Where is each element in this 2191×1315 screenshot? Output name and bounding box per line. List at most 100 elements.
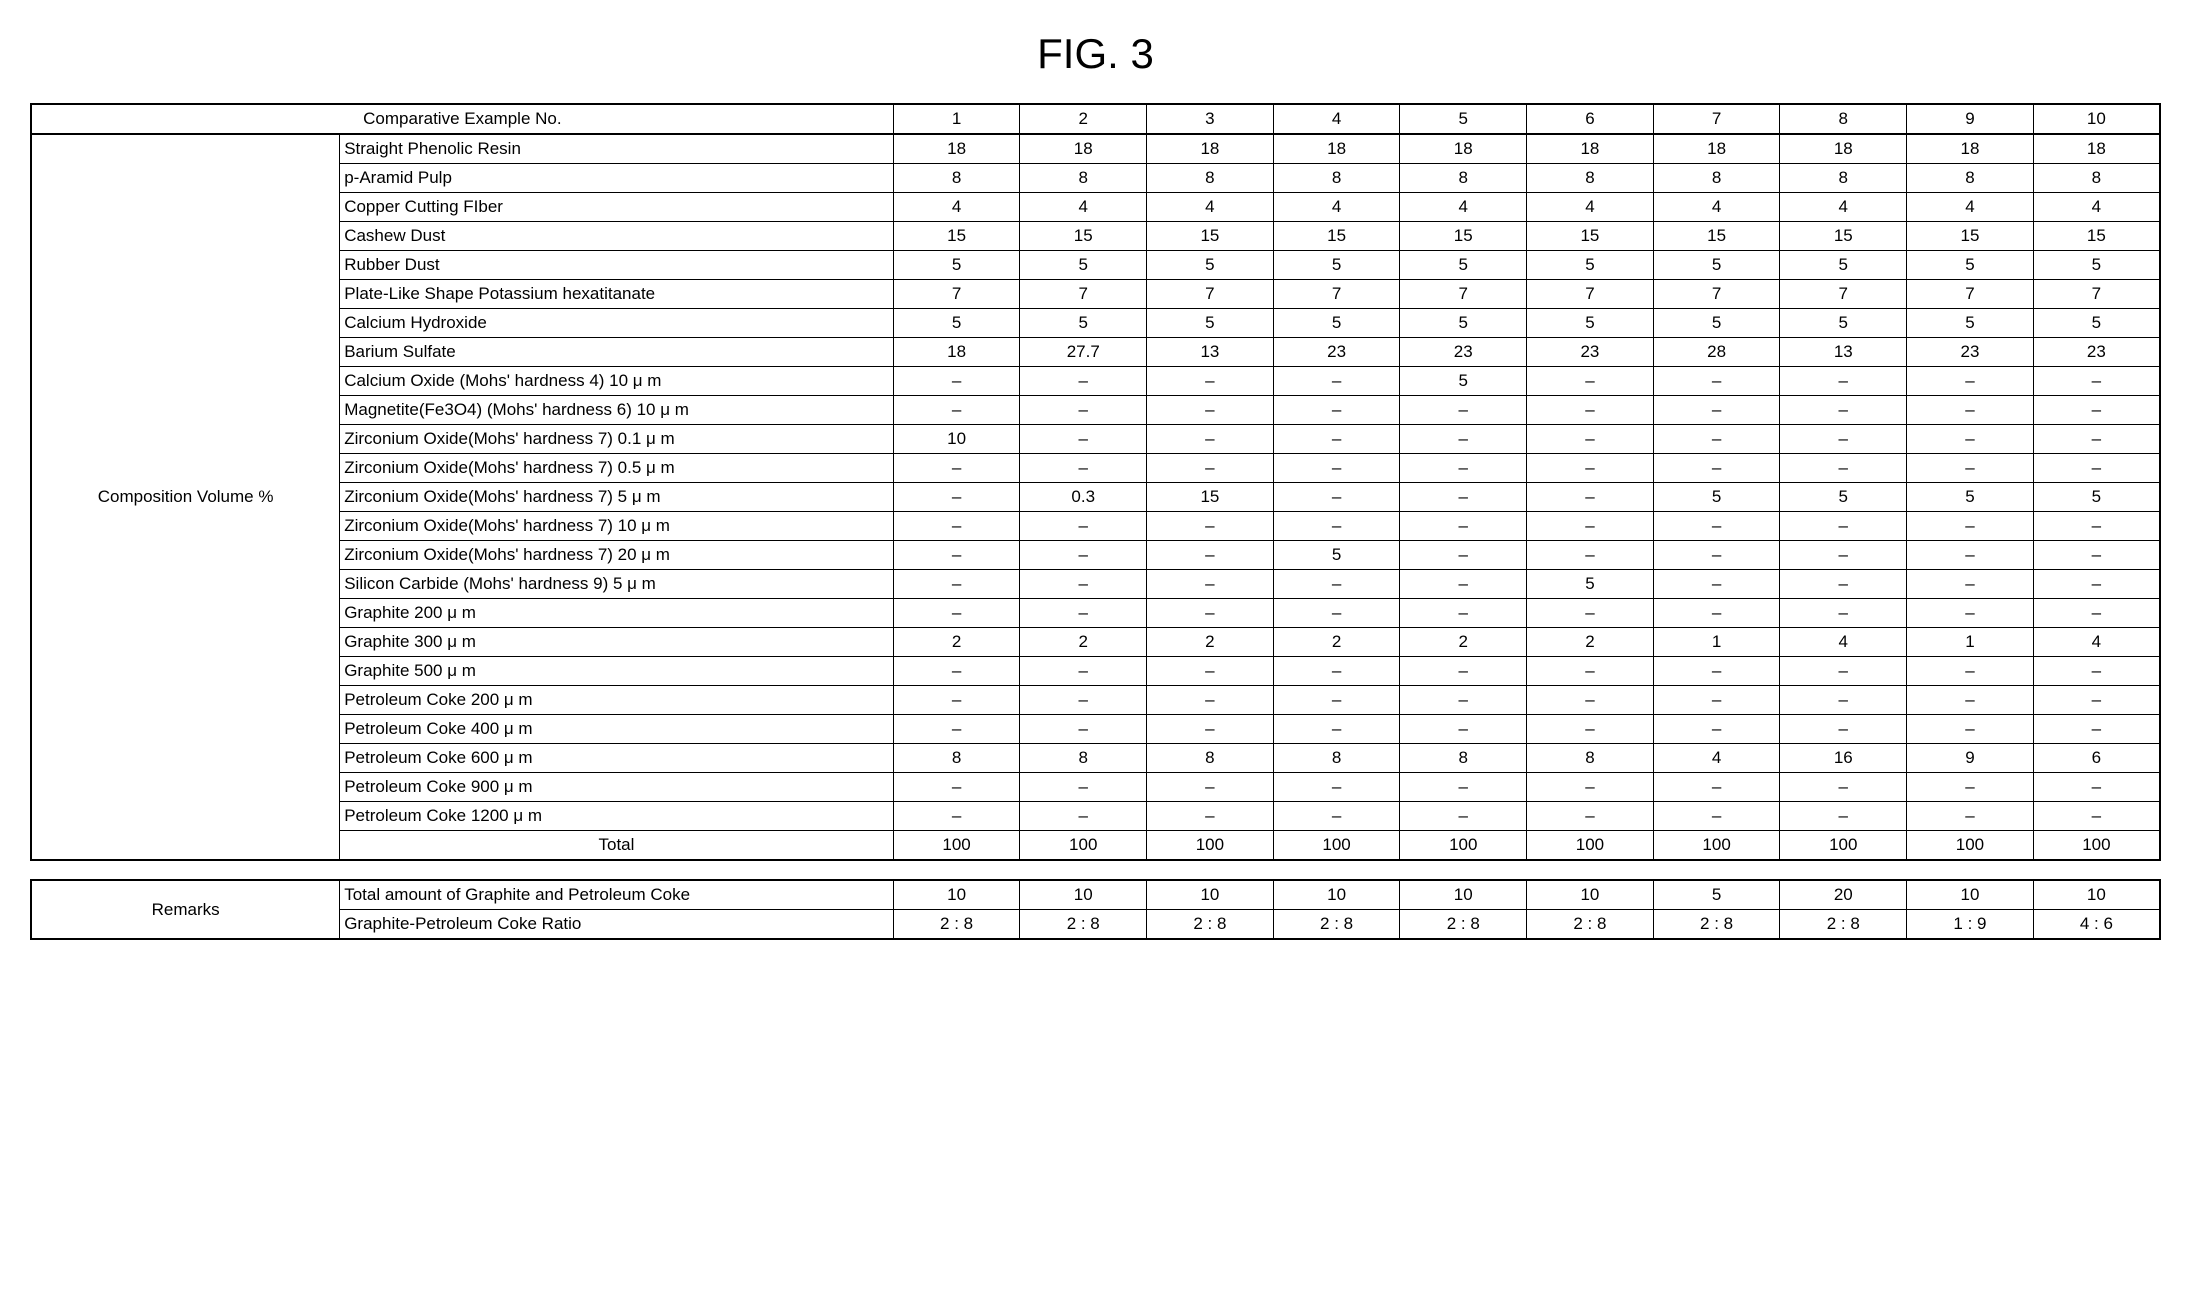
table-cell: – bbox=[1527, 483, 1654, 512]
table-cell: 4 bbox=[2033, 628, 2160, 657]
table-cell: – bbox=[1527, 367, 1654, 396]
table-cell: 7 bbox=[1780, 280, 1907, 309]
table-cell: 5 bbox=[1653, 483, 1780, 512]
table-cell: 15 bbox=[1273, 222, 1400, 251]
table-cell: 5 bbox=[1780, 251, 1907, 280]
table-cell: – bbox=[1907, 599, 2034, 628]
remarks-cell: 10 bbox=[893, 880, 1020, 910]
remarks-group-label: Remarks bbox=[31, 880, 340, 939]
table-cell: – bbox=[2033, 773, 2160, 802]
table-cell: 1 bbox=[1653, 628, 1780, 657]
table-cell: – bbox=[1653, 454, 1780, 483]
row-label: Graphite 500 μ m bbox=[340, 657, 894, 686]
table-cell: 4 bbox=[1020, 193, 1147, 222]
header-col: 8 bbox=[1780, 104, 1907, 134]
table-cell: 7 bbox=[1527, 280, 1654, 309]
table-cell: – bbox=[1780, 367, 1907, 396]
row-label: Rubber Dust bbox=[340, 251, 894, 280]
table-cell: 7 bbox=[1273, 280, 1400, 309]
table-cell: 8 bbox=[1020, 744, 1147, 773]
table-cell: – bbox=[1780, 541, 1907, 570]
table-cell: – bbox=[1147, 541, 1274, 570]
table-cell: 4 bbox=[1780, 628, 1907, 657]
table-cell: – bbox=[1780, 773, 1907, 802]
table-cell: – bbox=[1653, 570, 1780, 599]
total-label: Total bbox=[340, 831, 894, 861]
header-col: 9 bbox=[1907, 104, 2034, 134]
table-cell: – bbox=[1653, 541, 1780, 570]
table-cell: – bbox=[1020, 367, 1147, 396]
table-cell: 15 bbox=[1780, 222, 1907, 251]
row-label: Zirconium Oxide(Mohs' hardness 7) 10 μ m bbox=[340, 512, 894, 541]
table-cell: – bbox=[1273, 715, 1400, 744]
table-cell: 23 bbox=[1400, 338, 1527, 367]
remarks-cell: 4 : 6 bbox=[2033, 910, 2160, 940]
table-cell: – bbox=[1907, 396, 2034, 425]
table-cell: – bbox=[1653, 512, 1780, 541]
row-label: Petroleum Coke 200 μ m bbox=[340, 686, 894, 715]
table-cell: 18 bbox=[1653, 134, 1780, 164]
table-cell: – bbox=[2033, 599, 2160, 628]
table-cell: – bbox=[1400, 425, 1527, 454]
table-cell: 2 bbox=[1020, 628, 1147, 657]
table-cell: – bbox=[893, 715, 1020, 744]
table-cell: – bbox=[2033, 454, 2160, 483]
table-cell: – bbox=[1780, 715, 1907, 744]
total-cell: 100 bbox=[893, 831, 1020, 861]
table-cell: 28 bbox=[1653, 338, 1780, 367]
table-cell: – bbox=[1907, 541, 2034, 570]
table-cell: – bbox=[1527, 715, 1654, 744]
table-cell: 2 bbox=[893, 628, 1020, 657]
table-cell: – bbox=[1147, 599, 1274, 628]
table-cell: 13 bbox=[1780, 338, 1907, 367]
table-cell: 9 bbox=[1907, 744, 2034, 773]
remarks-cell: 10 bbox=[1400, 880, 1527, 910]
row-label: Copper Cutting FIber bbox=[340, 193, 894, 222]
table-cell: – bbox=[1780, 454, 1907, 483]
table-cell: – bbox=[1020, 802, 1147, 831]
table-cell: 8 bbox=[1020, 164, 1147, 193]
table-cell: – bbox=[1147, 454, 1274, 483]
table-cell: – bbox=[1147, 367, 1274, 396]
table-cell: 15 bbox=[1020, 222, 1147, 251]
table-cell: – bbox=[1400, 512, 1527, 541]
remarks-cell: 10 bbox=[1527, 880, 1654, 910]
remarks-cell: 10 bbox=[1020, 880, 1147, 910]
table-cell: 5 bbox=[1273, 251, 1400, 280]
row-label: Zirconium Oxide(Mohs' hardness 7) 0.5 μ … bbox=[340, 454, 894, 483]
table-cell: – bbox=[1653, 657, 1780, 686]
table-cell: – bbox=[1273, 570, 1400, 599]
table-cell: – bbox=[1907, 802, 2034, 831]
table-cell: 15 bbox=[1653, 222, 1780, 251]
total-cell: 100 bbox=[1907, 831, 2034, 861]
table-cell: – bbox=[1020, 715, 1147, 744]
table-cell: – bbox=[1780, 657, 1907, 686]
table-cell: – bbox=[1527, 541, 1654, 570]
table-cell: 15 bbox=[893, 222, 1020, 251]
table-cell: – bbox=[1780, 686, 1907, 715]
table-cell: 5 bbox=[2033, 309, 2160, 338]
table-cell: – bbox=[1527, 425, 1654, 454]
remarks-table: RemarksTotal amount of Graphite and Petr… bbox=[30, 879, 2161, 940]
table-cell: 5 bbox=[1400, 309, 1527, 338]
total-cell: 100 bbox=[1020, 831, 1147, 861]
table-cell: 5 bbox=[1527, 570, 1654, 599]
table-cell: – bbox=[1273, 686, 1400, 715]
table-cell: 8 bbox=[2033, 164, 2160, 193]
table-cell: – bbox=[1527, 686, 1654, 715]
table-cell: – bbox=[1653, 367, 1780, 396]
table-cell: 15 bbox=[1147, 222, 1274, 251]
table-cell: – bbox=[1147, 425, 1274, 454]
table-cell: 0.3 bbox=[1020, 483, 1147, 512]
row-label: Petroleum Coke 1200 μ m bbox=[340, 802, 894, 831]
table-cell: 18 bbox=[1527, 134, 1654, 164]
table-cell: – bbox=[1020, 773, 1147, 802]
header-label: Comparative Example No. bbox=[31, 104, 893, 134]
row-label: Straight Phenolic Resin bbox=[340, 134, 894, 164]
table-cell: – bbox=[1907, 425, 2034, 454]
remarks-cell: 10 bbox=[2033, 880, 2160, 910]
table-cell: 5 bbox=[1147, 251, 1274, 280]
table-cell: 18 bbox=[1400, 134, 1527, 164]
table-cell: 8 bbox=[1147, 164, 1274, 193]
remarks-cell: 2 : 8 bbox=[1147, 910, 1274, 940]
